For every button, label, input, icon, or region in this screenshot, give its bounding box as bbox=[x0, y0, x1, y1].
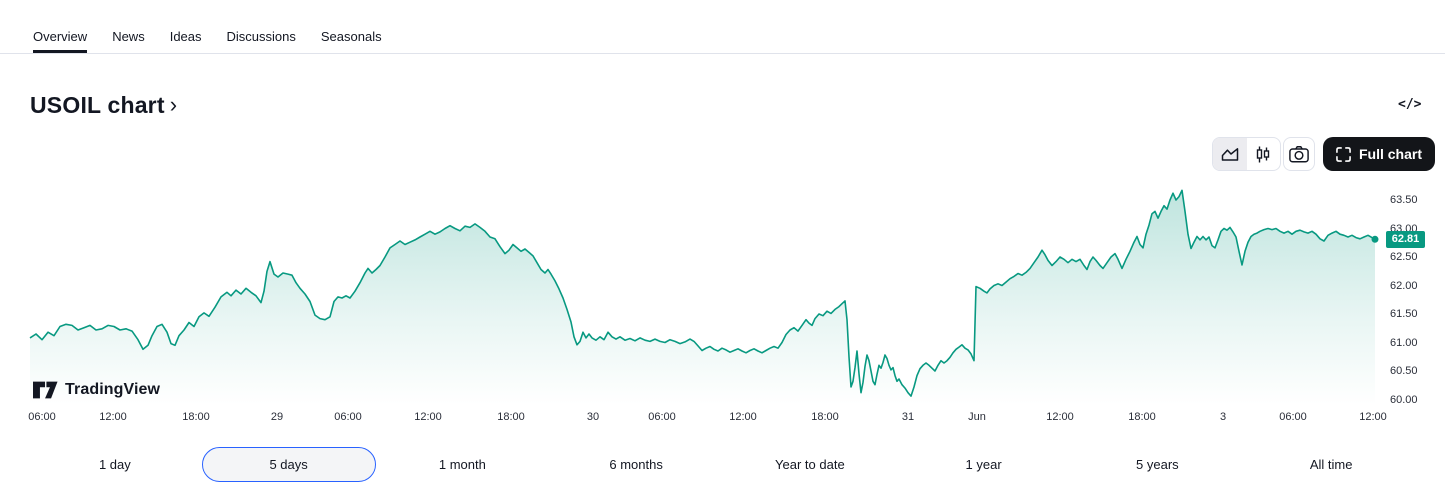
price-chart-plot[interactable] bbox=[0, 180, 1445, 426]
camera-icon bbox=[1289, 146, 1309, 163]
nav-tab-overview[interactable]: Overview bbox=[33, 0, 88, 53]
time-axis-label: 3 bbox=[1219, 411, 1227, 423]
candles-icon bbox=[1257, 146, 1270, 162]
time-axis-label: 06:00 bbox=[334, 411, 362, 423]
full-chart-label: Full chart bbox=[1359, 146, 1423, 162]
code-icon[interactable]: </> bbox=[1398, 97, 1422, 112]
price-area-fill bbox=[30, 190, 1375, 405]
time-axis-label: 29 bbox=[270, 411, 284, 423]
time-axis-label: 18:00 bbox=[182, 411, 210, 423]
range-button-5-days[interactable]: 5 days bbox=[201, 447, 376, 482]
area-chart-type-button[interactable] bbox=[1213, 138, 1247, 170]
snapshot-button[interactable] bbox=[1283, 137, 1315, 171]
tradingview-logo-text: TradingView bbox=[65, 381, 161, 398]
fullscreen-icon bbox=[1336, 146, 1351, 162]
time-axis-label: 06:00 bbox=[28, 411, 56, 423]
area-chart-icon bbox=[1221, 147, 1238, 161]
nav-tab-discussions[interactable]: Discussions bbox=[226, 29, 296, 44]
range-button-1-year[interactable]: 1 year bbox=[965, 457, 1002, 472]
time-axis-label: 12:00 bbox=[729, 411, 757, 423]
date-range-switcher: 1 day 5 days 1 month 6 months Year to date 1 … bbox=[28, 447, 1418, 482]
nav-tab-news[interactable]: News bbox=[112, 29, 145, 44]
range-button-6-months[interactable]: 6 months bbox=[609, 457, 663, 472]
tradingview-logo-link[interactable]: TradingView bbox=[33, 380, 160, 400]
price-axis-label: 60.50 bbox=[1390, 365, 1418, 377]
time-axis-label: 12:00 bbox=[1046, 411, 1074, 423]
price-axis-label: 61.00 bbox=[1390, 336, 1418, 349]
price-axis-label: 62.00 bbox=[1390, 279, 1418, 292]
range-button-1-month[interactable]: 1 month bbox=[438, 457, 486, 472]
symbol-nav-tabs: Overview News Ideas Discussions Seasonals bbox=[0, 0, 1445, 54]
time-axis-label: 12:00 bbox=[414, 411, 442, 423]
price-axis-label: 62.50 bbox=[1390, 251, 1418, 263]
price-line bbox=[29, 189, 1376, 397]
page-title: USOIL chart bbox=[30, 92, 165, 118]
time-axis-label: 30 bbox=[586, 411, 600, 423]
time-axis-label: 18:00 bbox=[497, 411, 525, 423]
range-button-1-day[interactable]: 1 day bbox=[98, 457, 131, 472]
last-price-dot bbox=[1371, 235, 1379, 243]
price-axis-label: 60.00 bbox=[1390, 393, 1418, 406]
chart-title-link[interactable]: USOIL chart › bbox=[30, 92, 177, 119]
time-axis-label: 31 bbox=[901, 411, 915, 423]
chart-type-switcher bbox=[1212, 137, 1281, 171]
candles-chart-type-button[interactable] bbox=[1247, 138, 1281, 170]
time-axis-label: 12:00 bbox=[99, 411, 127, 423]
current-price-badge: 62.81 bbox=[1386, 230, 1425, 248]
range-button-all-time[interactable]: All time bbox=[1309, 457, 1353, 472]
price-axis-label: 63.50 bbox=[1390, 194, 1418, 206]
time-axis-label: 18:00 bbox=[811, 411, 839, 423]
time-axis-label: Jun bbox=[968, 411, 986, 423]
time-axis-label: 18:00 bbox=[1128, 411, 1156, 423]
time-axis-label: 06:00 bbox=[1279, 411, 1307, 423]
chevron-right-icon: › bbox=[169, 91, 178, 117]
price-axis-label: 61.50 bbox=[1390, 308, 1418, 320]
nav-tab-seasonals[interactable]: Seasonals bbox=[320, 29, 382, 44]
time-axis-label: 12:00 bbox=[1359, 411, 1387, 423]
range-button-year-to-date[interactable]: Year to date bbox=[775, 457, 845, 472]
time-axis-label: 06:00 bbox=[648, 411, 676, 423]
full-chart-button[interactable]: Full chart bbox=[1323, 137, 1436, 171]
nav-tab-ideas[interactable]: Ideas bbox=[169, 29, 202, 44]
tradingview-logo-icon bbox=[33, 381, 58, 399]
range-button-5-years[interactable]: 5 years bbox=[1136, 457, 1179, 472]
